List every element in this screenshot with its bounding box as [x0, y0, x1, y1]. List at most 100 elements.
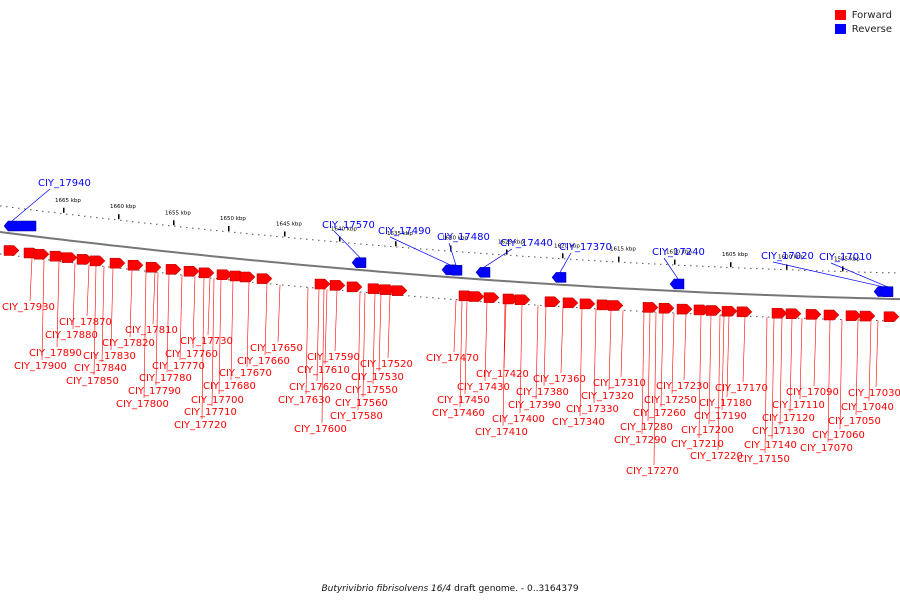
forward-gene-label: CIY_17140 — [744, 440, 797, 451]
forward-callout-line — [771, 317, 775, 440]
forward-gene-label: CIY_17210 — [671, 439, 724, 450]
forward-gene — [145, 261, 162, 273]
scale-tick-label: 1655 kbp — [165, 210, 191, 216]
forward-gene-label: CIY_17450 — [437, 395, 490, 406]
forward-callout-line — [101, 266, 105, 363]
reverse-gene-label: CIY_17940 — [38, 178, 91, 189]
forward-callout-line — [726, 315, 730, 398]
forward-gene — [109, 257, 126, 269]
forward-gene-label: CIY_17470 — [426, 353, 479, 364]
forward-gene-label: CIY_17840 — [74, 363, 127, 374]
forward-gene-label: CIY_17150 — [737, 454, 790, 465]
forward-gene — [391, 285, 408, 296]
reverse-gene-label: CIY_17440 — [500, 238, 553, 249]
reverse-gene — [447, 265, 463, 276]
forward-callout-line — [535, 305, 539, 400]
forward-callout-line — [207, 277, 211, 336]
scale-tick-label: 1630 kbp — [442, 236, 468, 242]
legend: Forward Reverse — [834, 8, 892, 36]
forward-gene-label: CIY_17120 — [762, 413, 815, 424]
forward-gene-label: CIY_17220 — [690, 451, 743, 462]
forward-callout-line — [86, 264, 90, 317]
legend-forward-label: Forward — [851, 9, 892, 21]
forward-gene-label: CIY_17460 — [432, 408, 485, 419]
reverse-callout-line — [559, 252, 572, 273]
forward-gene-label: CIY_17410 — [475, 427, 528, 438]
forward-gene-label: CIY_17060 — [812, 430, 865, 441]
forward-gene-label: CIY_17620 — [289, 382, 342, 393]
forward-gene-label: CIY_17800 — [116, 399, 169, 410]
forward-gene — [721, 305, 738, 317]
caption-organism: Butyrivibrio fibrisolvens 16/4 — [321, 584, 452, 594]
forward-gene — [198, 267, 215, 279]
scale-tick-label: 1600 kbp — [778, 254, 804, 260]
forward-gene-label: CIY_17780 — [139, 373, 192, 384]
forward-callout-line — [211, 278, 215, 407]
forward-gene-label: CIY_17880 — [45, 330, 98, 341]
forward-callout-line — [464, 300, 468, 395]
forward-gene-label: CIY_17050 — [828, 416, 881, 427]
forward-gene-label: CIY_17280 — [620, 422, 673, 433]
reverse-callout-line — [333, 230, 361, 258]
forward-callout-line — [264, 283, 268, 356]
forward-gene — [61, 252, 78, 263]
forward-callout-line — [484, 301, 488, 382]
forward-gene-label: CIY_17710 — [184, 407, 237, 418]
forward-gene — [483, 292, 500, 303]
reverse-gene — [351, 257, 367, 268]
scale-tick — [118, 214, 120, 220]
forward-gene — [785, 308, 802, 319]
forward-gene — [239, 271, 256, 283]
forward-gene-label: CIY_17720 — [174, 420, 227, 431]
scale-tick — [674, 259, 676, 265]
forward-callout-line — [453, 299, 457, 353]
forward-gene-label: CIY_17260 — [633, 408, 686, 419]
caption-suffix: draft genome. - 0..3164379 — [454, 584, 579, 594]
forward-callout-line — [875, 320, 879, 388]
scale-tick — [842, 266, 844, 272]
forward-callout-line — [192, 276, 196, 349]
reverse-gene — [3, 220, 37, 232]
forward-gene — [314, 278, 331, 290]
reverse-callout-line — [772, 261, 883, 287]
forward-gene — [736, 306, 753, 318]
forward-callout-line — [764, 317, 768, 454]
forward-gene — [883, 311, 900, 322]
forward-gene-label: CIY_17340 — [552, 417, 605, 428]
reverse-gene-label: CIY_17480 — [437, 232, 490, 243]
forward-callout-line — [230, 280, 234, 381]
forward-gene — [329, 280, 346, 291]
scale-tick-label: 1625 kbp — [498, 240, 524, 246]
forward-callout-line — [372, 293, 376, 385]
forward-callout-line — [321, 288, 325, 424]
scale-tick-label: 1635 kbp — [387, 231, 413, 237]
forward-callout-line — [839, 319, 843, 430]
forward-callout-line — [110, 267, 114, 351]
forward-gene — [183, 266, 200, 277]
scale-tick — [228, 225, 230, 231]
forward-callout-line — [827, 319, 831, 443]
forward-gene-label: CIY_17630 — [278, 395, 331, 406]
reverse-gene-label: CIY_17020 — [761, 251, 814, 262]
reverse-gene — [669, 278, 685, 290]
scale-dots-upper — [0, 205, 900, 274]
forward-gene-label: CIY_17130 — [752, 426, 805, 437]
forward-callout-line — [41, 259, 45, 361]
reverse-callout-line — [663, 257, 679, 280]
forward-gene-label: CIY_17660 — [237, 356, 290, 367]
forward-gene-label: CIY_17180 — [699, 398, 752, 409]
forward-gene — [823, 309, 840, 321]
reverse-swatch — [834, 24, 846, 34]
scale-tick-label: 1650 kbp — [220, 216, 246, 222]
forward-gene — [642, 302, 659, 313]
forward-callout-line — [56, 261, 60, 348]
forward-gene-label: CIY_17790 — [128, 386, 181, 397]
forward-callout-line — [855, 320, 859, 416]
forward-callout-line — [789, 317, 793, 413]
forward-gene-label: CIY_17700 — [191, 395, 244, 406]
reverse-gene-label: CIY_17370 — [559, 242, 612, 253]
forward-gene — [514, 294, 531, 306]
forward-gene-label: CIY_17670 — [219, 368, 272, 379]
forward-callout-line — [799, 318, 803, 400]
